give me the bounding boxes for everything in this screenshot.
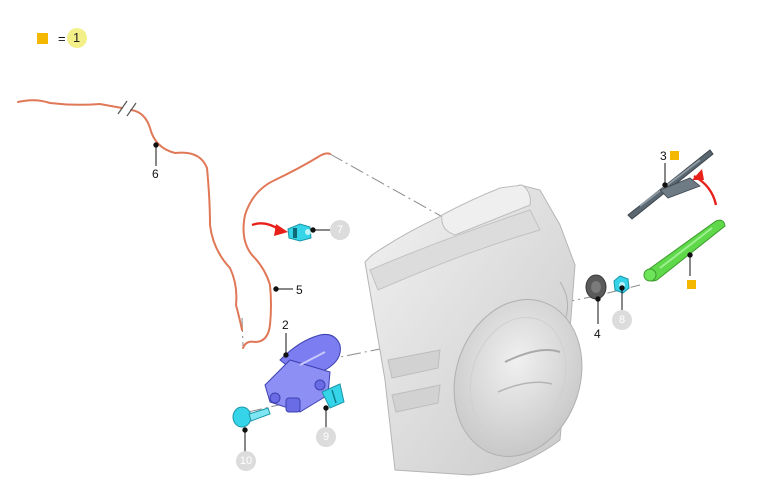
- hose-break-marks: [117, 100, 137, 117]
- callout-5: 5: [296, 283, 303, 297]
- wiper-motor: [264, 334, 341, 413]
- callout-leaders: [153, 142, 693, 452]
- washer-hose: [17, 99, 331, 349]
- spare-tire-cover: [453, 299, 583, 457]
- legend-marker: [37, 32, 48, 44]
- legend: = 1: [37, 28, 87, 48]
- legend-value: 1: [66, 28, 87, 48]
- arrow-head-right: [692, 169, 704, 180]
- callout-3: 3: [660, 149, 667, 163]
- legend-equals: =: [58, 30, 66, 46]
- callout-6: 6: [152, 167, 159, 181]
- grommet: [585, 274, 607, 300]
- wiper-arm: [643, 219, 726, 282]
- quantity-marker-arm: [687, 280, 696, 289]
- callout-7: 7: [330, 220, 350, 240]
- callout-9: 9: [316, 427, 336, 447]
- bracket-nut: [321, 383, 345, 409]
- arrow-head-left: [274, 224, 288, 236]
- wiper-blade: [627, 149, 714, 220]
- callout-4: 4: [594, 327, 601, 341]
- callout-10: 10: [236, 451, 256, 471]
- washer-nozzle: [287, 223, 312, 242]
- nut: [613, 275, 630, 294]
- quantity-marker-3: [670, 151, 679, 160]
- callout-2: 2: [282, 318, 289, 332]
- callout-8: 8: [612, 310, 632, 330]
- bolt: [232, 406, 271, 428]
